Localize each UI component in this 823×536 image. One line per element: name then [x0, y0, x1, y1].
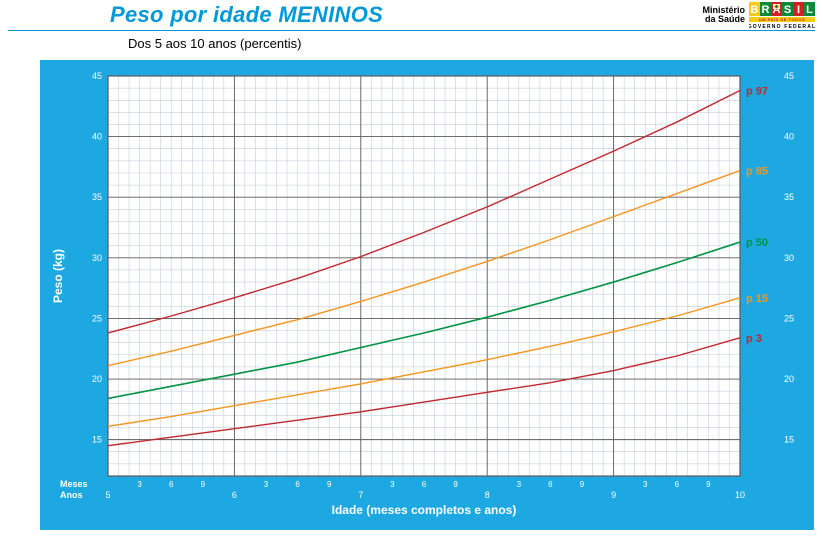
svg-text:B: B: [751, 4, 759, 16]
svg-text:3: 3: [643, 480, 648, 489]
svg-text:3: 3: [517, 480, 522, 489]
svg-text:S: S: [784, 4, 791, 16]
svg-text:8: 8: [485, 490, 490, 500]
svg-text:Anos: Anos: [60, 490, 83, 500]
svg-text:p 15: p 15: [746, 293, 768, 305]
svg-text:GOVERNO FEDERAL: GOVERNO FEDERAL: [749, 24, 815, 30]
svg-text:9: 9: [611, 490, 616, 500]
svg-text:15: 15: [92, 435, 102, 445]
svg-text:35: 35: [784, 192, 794, 202]
svg-text:10: 10: [735, 490, 745, 500]
svg-text:9: 9: [580, 480, 585, 489]
svg-text:3: 3: [137, 480, 142, 489]
svg-text:UM PAÍS DE TODOS: UM PAÍS DE TODOS: [759, 17, 805, 22]
svg-text:20: 20: [92, 374, 102, 384]
svg-text:6: 6: [232, 490, 237, 500]
gov-logo: BRASILUM PAÍS DE TODOSGOVERNO FEDERAL: [749, 2, 815, 41]
svg-text:R: R: [762, 4, 770, 16]
svg-text:9: 9: [201, 480, 206, 489]
svg-text:45: 45: [92, 71, 102, 81]
svg-text:6: 6: [548, 480, 553, 489]
svg-text:9: 9: [706, 480, 711, 489]
svg-text:25: 25: [92, 313, 102, 323]
svg-text:5: 5: [105, 490, 110, 500]
svg-text:3: 3: [264, 480, 269, 489]
svg-text:7: 7: [358, 490, 363, 500]
ministry-line2: da Saúde: [705, 14, 745, 24]
growth-chart: 15 15 20 20 25 25 30 30 35 35 40 40 45 45 5 6 7 8 9 10 3 6 9 3 6…: [40, 60, 814, 530]
svg-text:6: 6: [169, 480, 174, 489]
svg-text:45: 45: [784, 71, 794, 81]
svg-text:15: 15: [784, 435, 794, 445]
svg-text:40: 40: [92, 132, 102, 142]
header-divider: [8, 30, 815, 31]
svg-text:p 97: p 97: [746, 86, 768, 98]
svg-text:6: 6: [295, 480, 300, 489]
svg-text:p 3: p 3: [746, 333, 762, 345]
svg-text:30: 30: [784, 253, 794, 263]
svg-text:3: 3: [390, 480, 395, 489]
svg-text:40: 40: [784, 132, 794, 142]
svg-text:L: L: [806, 4, 813, 16]
svg-text:Meses: Meses: [60, 479, 88, 489]
svg-text:20: 20: [784, 374, 794, 384]
svg-text:p 50: p 50: [746, 237, 768, 249]
page-title: Peso por idade MENINOS: [110, 2, 383, 28]
svg-text:Peso (kg): Peso (kg): [51, 249, 65, 303]
svg-text:6: 6: [675, 480, 680, 489]
ministry-text: Ministério da Saúde: [702, 6, 745, 25]
svg-text:9: 9: [453, 480, 458, 489]
svg-text:6: 6: [422, 480, 427, 489]
svg-text:30: 30: [92, 253, 102, 263]
svg-text:I: I: [797, 4, 800, 16]
svg-text:35: 35: [92, 192, 102, 202]
svg-text:25: 25: [784, 313, 794, 323]
svg-text:9: 9: [327, 480, 332, 489]
svg-text:p 85: p 85: [746, 166, 768, 178]
svg-text:Idade (meses completos e anos): Idade (meses completos e anos): [332, 503, 517, 517]
page-subtitle: Dos 5 aos 10 anos (percentis): [128, 36, 301, 51]
